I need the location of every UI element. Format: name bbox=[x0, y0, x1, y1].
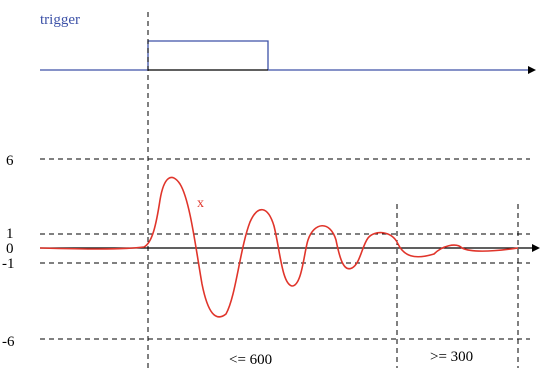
interval-label-second: >= 300 bbox=[430, 349, 473, 365]
trigger-pulse bbox=[147, 40, 269, 70]
interval-label-first: <= 600 bbox=[229, 352, 272, 368]
signal-label: x bbox=[197, 196, 204, 211]
signal-waveform bbox=[39, 176, 519, 318]
y-tick-6: 6 bbox=[6, 153, 14, 169]
y-tick-1: 1 bbox=[6, 226, 14, 242]
y-tick-minus-1: -1 bbox=[2, 256, 15, 272]
y-tick-0: 0 bbox=[6, 241, 14, 257]
zero-axis-arrowhead bbox=[532, 244, 540, 252]
trigger-label: trigger bbox=[40, 12, 80, 28]
y-tick-minus-6: -6 bbox=[2, 334, 15, 350]
trigger-arrowhead bbox=[528, 66, 536, 74]
